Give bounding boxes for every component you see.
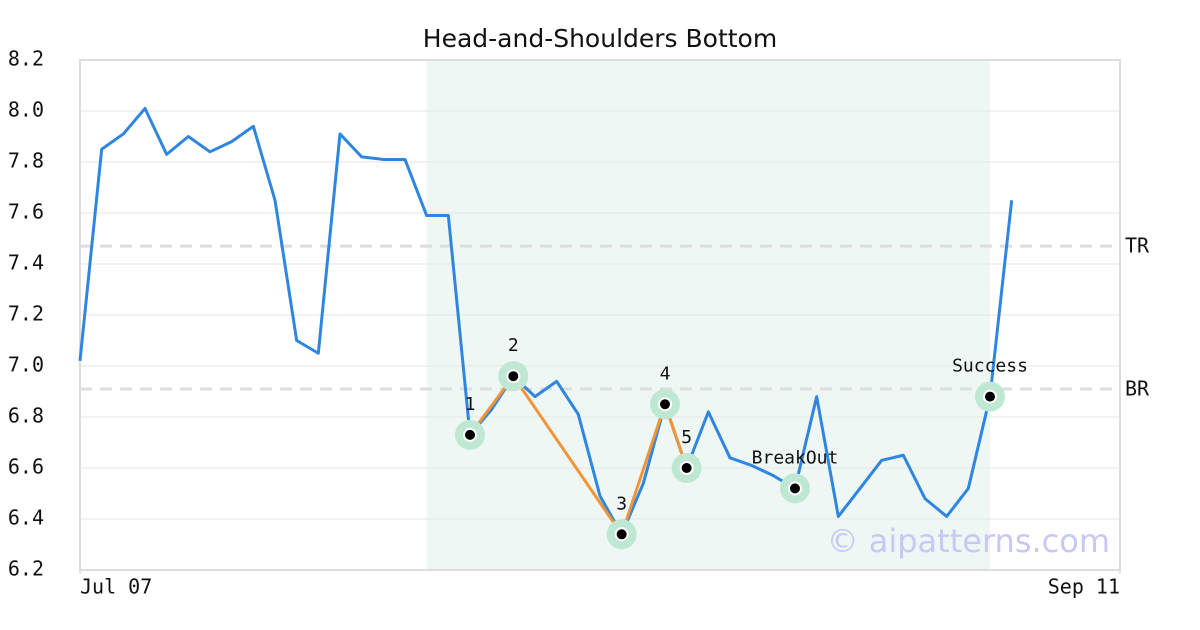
chart-title: Head-and-Shoulders Bottom	[423, 24, 777, 53]
y-tick-label: 6.6	[8, 455, 44, 479]
marker-label: BreakOut	[752, 447, 839, 468]
y-tick-label: 8.2	[8, 47, 44, 71]
watermark: © aipatterns.com	[827, 522, 1110, 560]
y-tick-label: 6.2	[8, 557, 44, 581]
marker-ring	[463, 427, 477, 442]
marker-ring	[658, 397, 672, 412]
plot-frame	[79, 59, 1121, 571]
y-tick-label: 6.4	[8, 506, 44, 530]
marker-label: 4	[660, 363, 671, 384]
marker-label: 1	[465, 394, 476, 415]
marker-ring	[679, 461, 694, 475]
marker-ring	[983, 389, 997, 404]
marker-ring	[506, 369, 521, 384]
y-tick-label: 7.0	[8, 353, 44, 377]
reference-label: BR	[1125, 376, 1150, 400]
y-tick-label: 7.8	[8, 149, 44, 173]
price-line	[78, 106, 1014, 536]
marker-label: Success	[952, 356, 1028, 377]
y-tick-label: 7.4	[8, 251, 44, 275]
y-tick-label: 8.0	[8, 98, 44, 122]
y-tick-label: 7.2	[8, 302, 44, 326]
marker-ring	[788, 481, 802, 496]
x-tick-label: Sep 11	[1048, 575, 1120, 599]
reference-label: TR	[1125, 234, 1150, 258]
x-tick-label: Jul 07	[80, 575, 152, 599]
marker-label: 3	[616, 493, 627, 514]
y-tick-label: 6.8	[8, 404, 44, 428]
marker-ring	[614, 527, 629, 542]
marker-label: 2	[508, 335, 519, 356]
y-tick-label: 7.6	[8, 200, 44, 224]
marker-label: 5	[681, 427, 692, 448]
